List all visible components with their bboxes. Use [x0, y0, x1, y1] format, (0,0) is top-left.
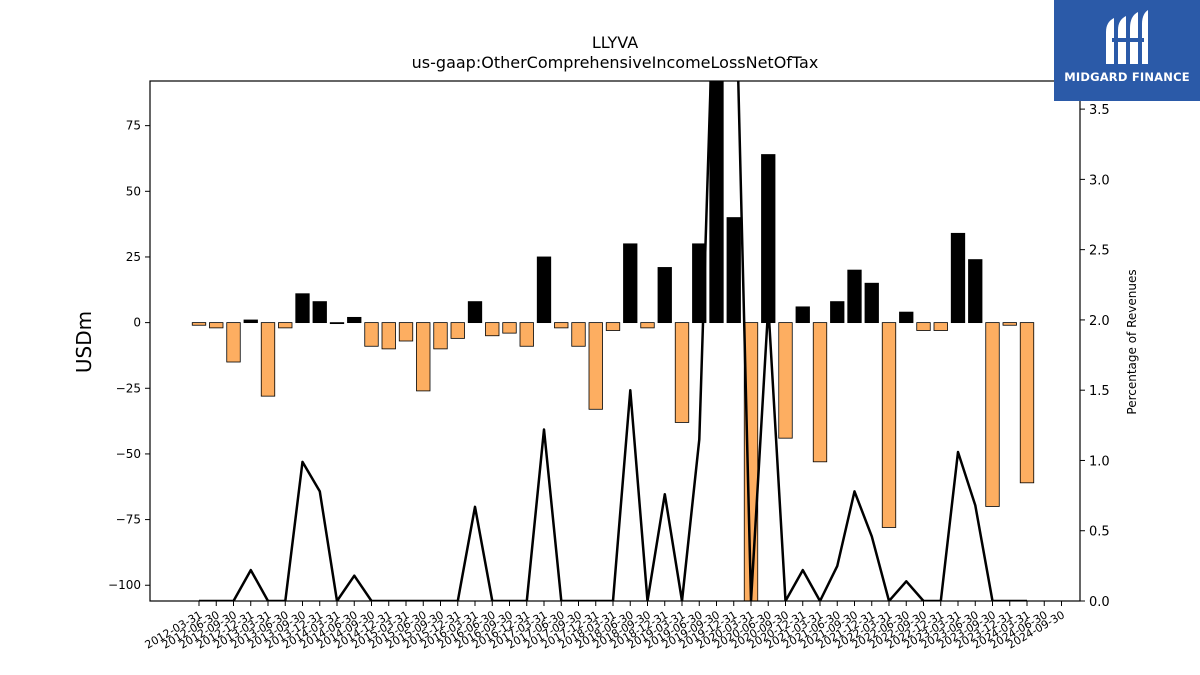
bar: [812, 322, 828, 463]
y-tick-label: −25: [116, 381, 141, 395]
bar: [605, 322, 621, 331]
bar-series: [191, 81, 1035, 601]
y-tick-label: 75: [126, 119, 141, 133]
bar: [450, 322, 465, 339]
bar: [640, 322, 655, 329]
y-tick-label: 1.5: [1089, 384, 1110, 399]
x-axis: 2012-03-312012-06-302012-09-302012-12-31…: [143, 601, 1067, 652]
bar: [226, 322, 241, 363]
bar: [709, 81, 724, 324]
y-tick-label: 2.5: [1089, 244, 1110, 259]
chart-subtitle: us-gaap:OtherComprehensiveIncomeLossNetO…: [412, 53, 819, 72]
bar: [243, 319, 258, 324]
bar: [278, 322, 293, 329]
bar: [554, 322, 569, 329]
bar: [191, 322, 207, 326]
series-line: [199, 81, 1027, 601]
bar: [502, 322, 517, 334]
bar: [260, 322, 276, 397]
bar: [726, 217, 741, 324]
bar: [950, 232, 966, 324]
bar: [416, 322, 431, 392]
logo-text: MIDGARD FINANCE: [1064, 70, 1190, 84]
bar: [657, 267, 672, 324]
y-axis-right: 0.0 0.5 1.0 1.5 2.0 2.5 3.0 3.5: [1080, 103, 1110, 610]
midgard-m-logo-icon: [1106, 10, 1148, 64]
bar: [536, 256, 552, 324]
y-tick-label: 3.5: [1089, 103, 1110, 118]
y-tick-label: 0.0: [1089, 595, 1110, 610]
bar: [864, 282, 879, 324]
bar: [209, 322, 224, 329]
y-tick-label: 50: [126, 184, 141, 198]
y-axis-right-label: Percentage of Revenues: [1125, 269, 1139, 414]
company-logo: MIDGARD FINANCE: [1054, 0, 1200, 101]
bar: [795, 306, 810, 324]
bar: [295, 293, 310, 324]
bar: [778, 322, 793, 439]
bar: [571, 322, 586, 347]
bar: [381, 322, 396, 350]
bar: [364, 322, 379, 347]
y-tick-label: 1.0: [1089, 454, 1110, 469]
bar: [398, 322, 414, 342]
y-tick-label: −100: [108, 578, 141, 592]
plot-frame: [149, 80, 1081, 602]
bar: [312, 301, 327, 324]
y-tick-label: 2.0: [1089, 314, 1110, 329]
bar: [899, 311, 914, 324]
bar: [1002, 322, 1017, 326]
bar: [881, 322, 897, 528]
y-tick-label: 25: [126, 250, 141, 264]
bar: [485, 322, 500, 337]
y-tick-label: 3.0: [1089, 173, 1110, 188]
y-tick-label: −75: [116, 513, 141, 527]
y-axis-left-label: USDm: [72, 311, 96, 373]
chart-title: LLYVA: [592, 33, 638, 52]
bar: [1019, 322, 1035, 484]
y-axis-left: −100 −75 −50 −25 0 25 50 75: [108, 119, 150, 592]
bar: [623, 243, 638, 324]
bar: [467, 301, 483, 324]
bar: [847, 269, 862, 324]
bar: [761, 154, 776, 324]
bar: [916, 322, 931, 331]
bar: [588, 322, 603, 410]
bar: [985, 322, 1000, 507]
line-series: [199, 81, 1027, 601]
bar: [674, 322, 690, 423]
bar: [933, 322, 948, 331]
bar: [830, 301, 845, 324]
bar: [347, 316, 362, 324]
y-tick-label: −50: [116, 447, 141, 461]
bar: [519, 322, 534, 347]
bar: [329, 322, 345, 325]
bar: [968, 259, 983, 324]
bar: [433, 322, 448, 350]
y-tick-label: 0.5: [1089, 525, 1110, 540]
y-tick-label: 0: [133, 316, 141, 330]
